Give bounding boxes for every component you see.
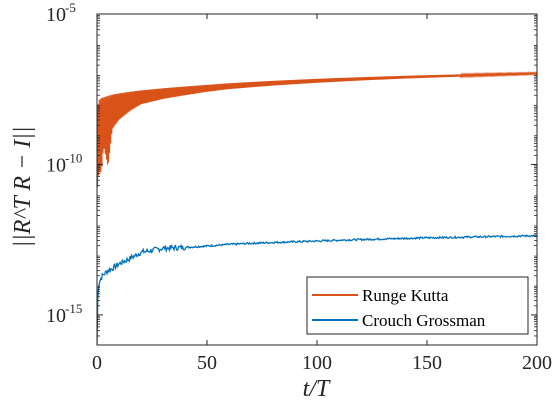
legend-label-runge-kutta: Runge Kutta (362, 286, 449, 305)
x-tick-label: 100 (302, 352, 332, 374)
y-tick-base: 10 (46, 4, 66, 26)
y-tick-base: 10 (46, 154, 66, 176)
x-tick-label: 50 (197, 352, 217, 374)
series-runge-kutta (97, 71, 537, 188)
y-tick-exponent: -10 (65, 150, 82, 165)
x-axis-label: t/T (303, 376, 331, 402)
y-axis-label: ||R^T R − I|| (10, 127, 36, 248)
y-tick-label: 10 (46, 4, 66, 26)
y-tick-exponent: -15 (65, 301, 82, 316)
y-tick-label: 10 (46, 305, 66, 327)
series-crouch-grossman (97, 234, 537, 345)
y-tick-label: 10 (46, 154, 66, 176)
plot-area (97, 71, 537, 345)
x-tick-label: 150 (412, 352, 442, 374)
y-tick-exponent: -5 (65, 0, 76, 15)
y-tick-base: 10 (46, 305, 66, 327)
x-tick-label: 200 (522, 352, 552, 374)
legend-label-crouch-grossman: Crouch Grossman (362, 311, 486, 330)
x-tick-label: 0 (92, 352, 102, 374)
legend-box (306, 276, 529, 335)
legend: Runge Kutta Crouch Grossman (306, 276, 529, 335)
